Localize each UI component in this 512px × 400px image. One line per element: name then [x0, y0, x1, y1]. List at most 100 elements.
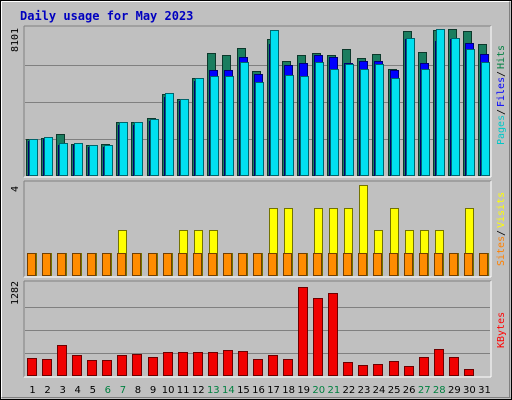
kbytes-bar-kbytes-day-12 — [193, 352, 203, 376]
kbytes-bar-kbytes-day-25 — [389, 361, 399, 376]
visits-bar-sites-day-10 — [163, 253, 172, 276]
visits-legend-visits: Visits — [496, 192, 507, 228]
kbytes-bar-kbytes-day-21 — [328, 293, 338, 376]
hits-bar-pages-day-24 — [375, 64, 384, 176]
visits-bar-sites-day-6 — [102, 253, 111, 276]
visits-bar-sites-day-4 — [72, 253, 81, 276]
x-tick-label-day-7: 7 — [120, 385, 126, 396]
x-tick-label-day-4: 4 — [75, 385, 81, 396]
kbytes-legend-kbytes: KBytes — [496, 312, 507, 348]
x-tick-label-day-30: 30 — [463, 385, 476, 396]
kbytes-bar-kbytes-day-27 — [419, 357, 429, 376]
hits-bar-pages-day-5 — [89, 145, 98, 176]
x-tick-label-day-18: 18 — [282, 385, 295, 396]
hits-bar-pages-day-1 — [29, 139, 38, 176]
x-tick-label-day-20: 20 — [312, 385, 325, 396]
visits-bar-sites-day-24 — [373, 253, 382, 276]
hits-legend-sep: / — [496, 109, 507, 115]
kbytes-bar-kbytes-day-10 — [163, 352, 173, 376]
x-tick-label-day-2: 2 — [44, 385, 50, 396]
x-tick-label-day-21: 21 — [327, 385, 340, 396]
kbytes-bar-kbytes-day-29 — [449, 357, 459, 376]
kbytes-bar-kbytes-day-18 — [283, 359, 293, 376]
hits-bar-pages-day-15 — [240, 62, 249, 176]
kbytes-bar-kbytes-day-24 — [373, 364, 383, 376]
x-tick-label-day-13: 13 — [207, 385, 220, 396]
visits-bar-sites-day-30 — [464, 253, 473, 276]
kbytes-max-label: 1282 — [10, 281, 21, 305]
x-tick-label-day-22: 22 — [343, 385, 356, 396]
kbytes-bar-kbytes-day-3 — [57, 345, 67, 376]
x-tick-label-day-8: 8 — [135, 385, 141, 396]
kbytes-bar-kbytes-day-23 — [358, 365, 368, 376]
visits-bar-sites-day-11 — [178, 253, 187, 276]
hits-legend-sep: / — [496, 71, 507, 77]
visits-bar-sites-day-1 — [27, 253, 36, 276]
visits-max-label: 4 — [10, 186, 21, 192]
x-tick-label-day-15: 15 — [237, 385, 250, 396]
x-tick-label-day-29: 29 — [448, 385, 461, 396]
hits-bar-pages-day-28 — [436, 29, 445, 176]
x-tick-label-day-1: 1 — [29, 385, 35, 396]
visits-panel: 4 Sites/ Visits — [10, 180, 507, 278]
x-tick-label-day-3: 3 — [59, 385, 65, 396]
hits-bar-pages-day-16 — [255, 82, 264, 176]
kbytes-bar-kbytes-day-7 — [117, 355, 127, 376]
visits-bar-sites-day-28 — [434, 253, 443, 276]
visits-bar-sites-day-7 — [117, 253, 126, 276]
visits-bar-sites-day-20 — [313, 253, 322, 276]
hits-legend-files: Files — [496, 77, 507, 107]
visits-legend-sites: Sites — [496, 236, 507, 266]
hits-bar-pages-day-6 — [104, 145, 113, 176]
hits-bar-pages-day-23 — [360, 69, 369, 176]
hits-bar-pages-day-17 — [270, 30, 279, 176]
visits-bar-sites-day-16 — [253, 253, 262, 276]
x-tick-label-day-10: 10 — [162, 385, 175, 396]
hits-bar-pages-day-18 — [285, 75, 294, 176]
hits-bar-pages-day-9 — [150, 119, 159, 176]
visits-bar-sites-day-9 — [148, 253, 157, 276]
visits-bar-sites-day-23 — [358, 253, 367, 276]
x-tick-label-day-17: 17 — [267, 385, 280, 396]
visits-bar-sites-day-15 — [238, 253, 247, 276]
hits-bar-pages-day-7 — [119, 122, 128, 176]
kbytes-bar-kbytes-day-5 — [87, 360, 97, 376]
x-tick-label-day-9: 9 — [150, 385, 156, 396]
visits-bar-sites-day-14 — [223, 253, 232, 276]
hits-bar-pages-day-25 — [391, 78, 400, 176]
hits-bar-pages-day-31 — [481, 62, 490, 176]
kbytes-bar-kbytes-day-9 — [148, 357, 158, 376]
kbytes-bar-kbytes-day-15 — [238, 351, 248, 376]
kbytes-bar-kbytes-day-17 — [268, 355, 278, 376]
visits-bar-sites-day-12 — [193, 253, 202, 276]
hits-bar-pages-day-4 — [74, 143, 83, 176]
kbytes-bar-kbytes-day-2 — [42, 359, 52, 376]
kbytes-bar-kbytes-day-13 — [208, 352, 218, 376]
hits-bar-pages-day-19 — [300, 76, 309, 176]
x-tick-label-day-24: 24 — [373, 385, 386, 396]
visits-bar-sites-day-22 — [343, 253, 352, 276]
x-tick-label-day-27: 27 — [418, 385, 431, 396]
kbytes-bar-kbytes-day-19 — [298, 287, 308, 376]
x-tick-label-day-6: 6 — [105, 385, 111, 396]
kbytes-bar-kbytes-day-22 — [343, 362, 353, 376]
visits-bar-sites-day-27 — [419, 253, 428, 276]
kbytes-bar-kbytes-day-6 — [102, 360, 112, 376]
hits-bar-pages-day-14 — [225, 76, 234, 176]
x-tick-label-day-11: 11 — [177, 385, 190, 396]
kbytes-bar-kbytes-day-4 — [72, 355, 82, 376]
hits-bar-pages-day-2 — [44, 137, 53, 176]
hits-bar-pages-day-26 — [406, 38, 415, 176]
x-tick-label-day-14: 14 — [222, 385, 235, 396]
chart-title: Daily usage for May 2023 — [20, 9, 193, 23]
hits-bar-pages-day-8 — [134, 122, 143, 176]
x-tick-label-day-5: 5 — [90, 385, 96, 396]
hits-bar-pages-day-30 — [466, 49, 475, 176]
hits-bar-pages-day-27 — [421, 69, 430, 176]
visits-bar-sites-day-18 — [283, 253, 292, 276]
visits-legend-sep: / — [496, 230, 507, 236]
visits-bar-sites-day-21 — [328, 253, 337, 276]
x-tick-label-day-31: 31 — [478, 385, 491, 396]
